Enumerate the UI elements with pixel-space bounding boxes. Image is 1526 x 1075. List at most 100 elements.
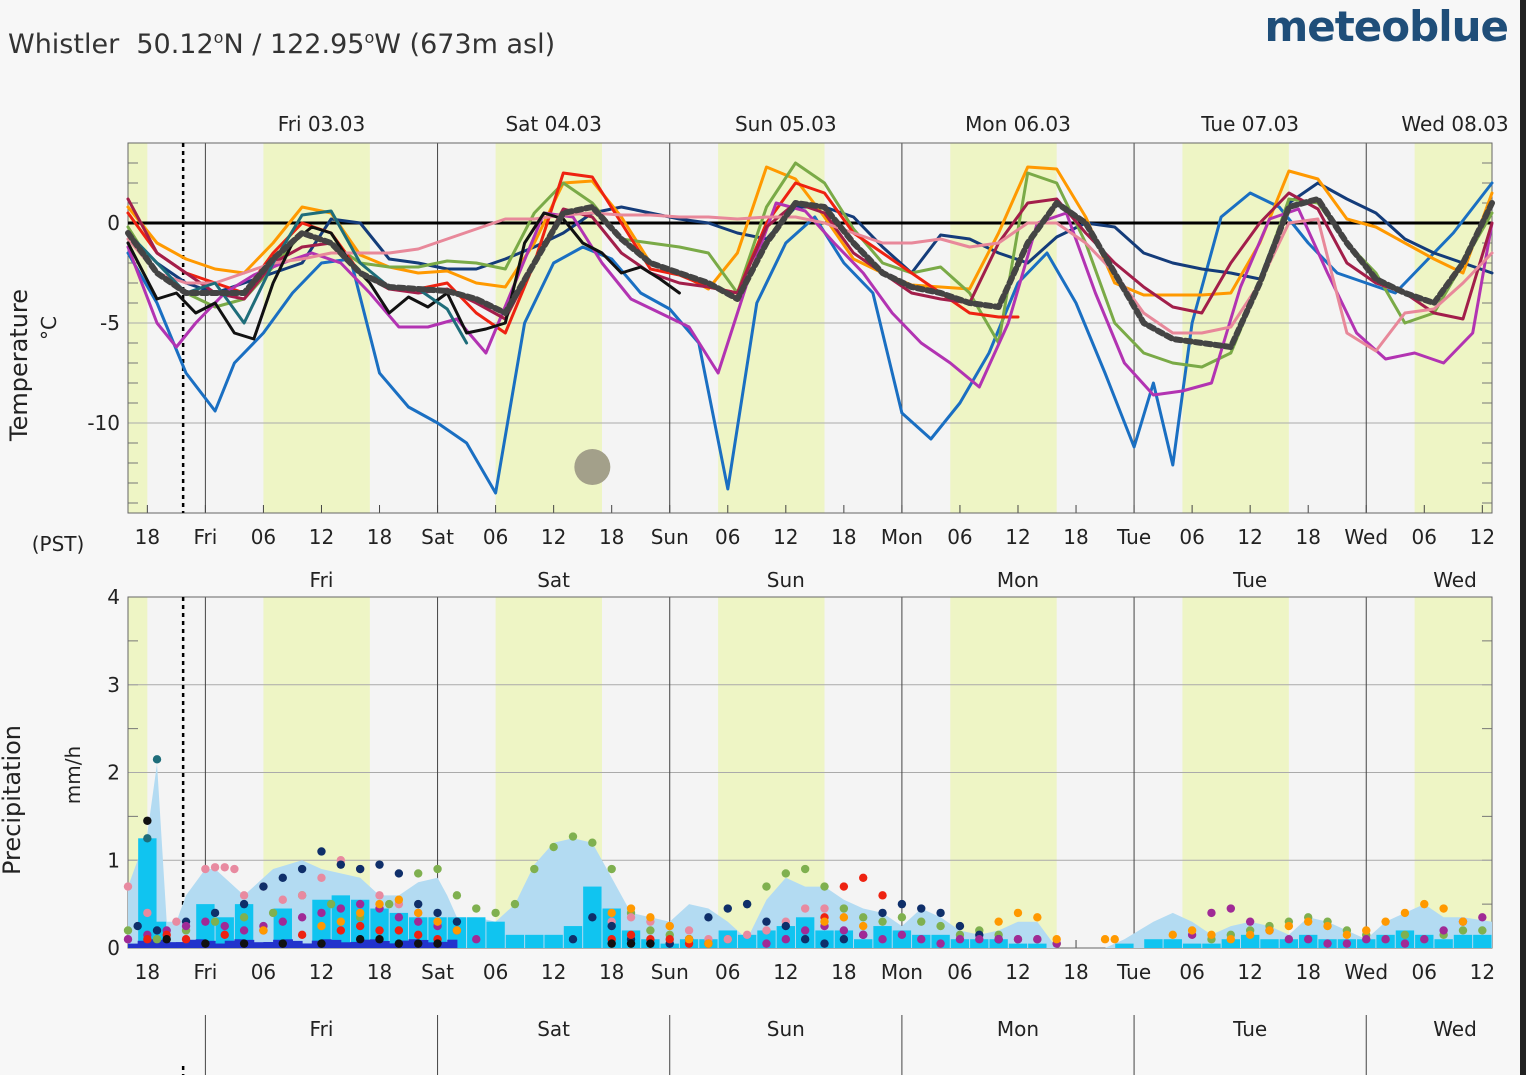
precip-dot-dots-green bbox=[384, 899, 394, 909]
precip-dot-dots-red bbox=[839, 882, 849, 891]
temperature-unit: °C bbox=[37, 316, 61, 340]
precip-dot-dots-purple bbox=[917, 935, 926, 944]
temp-series-model-black bbox=[126, 211, 681, 341]
precip-dot-dots-pink bbox=[220, 863, 229, 872]
precip-dot-dots-purple bbox=[181, 921, 191, 931]
bottom-day-label: Sun bbox=[767, 1017, 805, 1041]
precip-dot-dots-purple bbox=[994, 935, 1003, 944]
x-tick-label: 18 bbox=[1295, 525, 1320, 549]
precip-dot-dots-navy bbox=[955, 921, 965, 931]
temperature-chart: 0 -5 -10 18 Fri 06 12 18 Sat 06 12 18 Sun 06 12 18 Mon 06… bbox=[5, 112, 1509, 556]
x-tick-label: 18 bbox=[367, 960, 392, 984]
precip-dot-dots-orange bbox=[1420, 899, 1429, 909]
precip-dot-dots-navy bbox=[781, 921, 791, 931]
precip-dot-dots-black bbox=[143, 816, 152, 825]
x-tick-label: Mon bbox=[881, 960, 923, 984]
precip-dot-dots-green bbox=[568, 832, 578, 841]
precip-dot-dots-navy bbox=[704, 913, 713, 922]
precip-dot-dots-pink bbox=[800, 904, 810, 913]
temperature-axis-title: Temperature bbox=[5, 289, 33, 442]
precip-dot-dots-pink bbox=[143, 908, 152, 918]
precip-base-bar bbox=[437, 941, 448, 948]
precip-dot-dots-pink bbox=[297, 891, 307, 900]
precip-bar bbox=[737, 934, 757, 948]
bottom-day-axis: Fri Sat Sun Mon Tue Wed bbox=[181, 1015, 1477, 1075]
y-tick-label: 3 bbox=[107, 673, 120, 697]
precip-dot-dots-purple bbox=[762, 939, 771, 948]
precip-base-bar bbox=[157, 939, 168, 948]
x-tick-label: 18 bbox=[1295, 960, 1320, 984]
precip-dot-dots-orange bbox=[684, 935, 694, 944]
day-label: Wed 08.03 bbox=[1401, 112, 1508, 136]
precip-dot-dots-black bbox=[162, 935, 171, 944]
bottom-day-label: Sat bbox=[537, 1017, 570, 1041]
precip-base-bar bbox=[253, 942, 264, 948]
day-label: Wed bbox=[1433, 568, 1477, 592]
x-tick-label: Fri bbox=[193, 525, 217, 549]
precip-dot-dots-orange bbox=[394, 895, 404, 904]
x-tick-label: 06 bbox=[947, 960, 972, 984]
precip-base-bar bbox=[195, 939, 206, 948]
precip-dot-dots-navy bbox=[394, 869, 404, 878]
precip-dot-dots-red bbox=[297, 930, 307, 940]
precip-bar bbox=[892, 930, 912, 948]
x-tick-label: 12 bbox=[1470, 525, 1495, 549]
precip-dot-dots-purple bbox=[1342, 939, 1352, 948]
precip-dot-dots-pink bbox=[172, 917, 181, 926]
latitude-direction: N bbox=[223, 29, 244, 60]
temp-series-model-red bbox=[126, 171, 1020, 335]
precip-base-bar bbox=[205, 940, 216, 948]
daylight-band bbox=[1182, 143, 1289, 513]
precip-dot-dots-orange bbox=[433, 917, 442, 926]
precip-dot-dots-orange bbox=[1226, 935, 1236, 944]
precip-dot-dots-green bbox=[472, 904, 481, 913]
precip-base-bar bbox=[263, 942, 274, 948]
temp-series-model-purple bbox=[126, 201, 1494, 397]
x-tick-label: 12 bbox=[309, 960, 334, 984]
precip-dot-dots-orange bbox=[375, 899, 384, 909]
precip-dot-dots-purple bbox=[239, 926, 249, 935]
precip-dot-dots-green bbox=[820, 882, 829, 891]
precip-dot-dots-navy bbox=[588, 913, 597, 922]
x-tick-label: 06 bbox=[947, 525, 972, 549]
precip-dot-dots-orange bbox=[1187, 926, 1197, 935]
precip-dot-dots-pink bbox=[239, 891, 249, 900]
precip-bar bbox=[273, 908, 292, 948]
precip-dot-dots-green bbox=[152, 935, 162, 944]
precip-dot-dots-navy bbox=[742, 899, 752, 909]
precip-dot-dots-navy bbox=[297, 864, 307, 874]
precip-bar bbox=[544, 934, 563, 948]
precip-dot-dots-black bbox=[278, 939, 287, 948]
precip-dot-dots-orange bbox=[1362, 926, 1371, 935]
timezone-label: (PST) bbox=[32, 532, 85, 556]
precip-base-bar bbox=[369, 939, 381, 948]
precip-dot-dots-green bbox=[414, 869, 423, 878]
precip-bar bbox=[525, 934, 544, 948]
x-tick-label: 18 bbox=[831, 525, 856, 549]
precip-dot-dots-pink bbox=[210, 863, 220, 872]
precip-dot-dots-green bbox=[239, 913, 249, 922]
precip-dot-dots-black bbox=[239, 939, 249, 948]
x-tick-label: Sun bbox=[651, 960, 689, 984]
precip-dot-dots-black bbox=[375, 935, 384, 944]
precip-dot-dots-green bbox=[1458, 926, 1468, 935]
precipitation-axis-title: Precipitation bbox=[0, 725, 26, 875]
day-label: Sun bbox=[767, 568, 805, 592]
precip-dot-dots-orange bbox=[317, 921, 326, 931]
meteoblue-logo[interactable]: meteoblue bbox=[1264, 2, 1509, 51]
x-tick-label: 06 bbox=[251, 960, 276, 984]
precip-dot-dots-purple bbox=[472, 935, 481, 944]
precip-dot-dots-purple bbox=[1478, 913, 1487, 922]
precip-base-bar bbox=[137, 940, 148, 948]
precip-bar bbox=[428, 917, 447, 948]
precip-base-bar bbox=[447, 939, 458, 948]
precip-base-bar bbox=[244, 939, 255, 948]
day-label: Tue bbox=[1232, 568, 1267, 592]
y-tick-label: 2 bbox=[107, 761, 120, 785]
x-tick-label: Sat bbox=[421, 960, 454, 984]
precip-base-bar bbox=[389, 943, 400, 948]
precip-dot-dots-pink bbox=[626, 913, 636, 922]
x-tick-label: 06 bbox=[1179, 525, 1204, 549]
latitude: 50.12 bbox=[136, 29, 214, 60]
plot-frame bbox=[127, 142, 1493, 514]
